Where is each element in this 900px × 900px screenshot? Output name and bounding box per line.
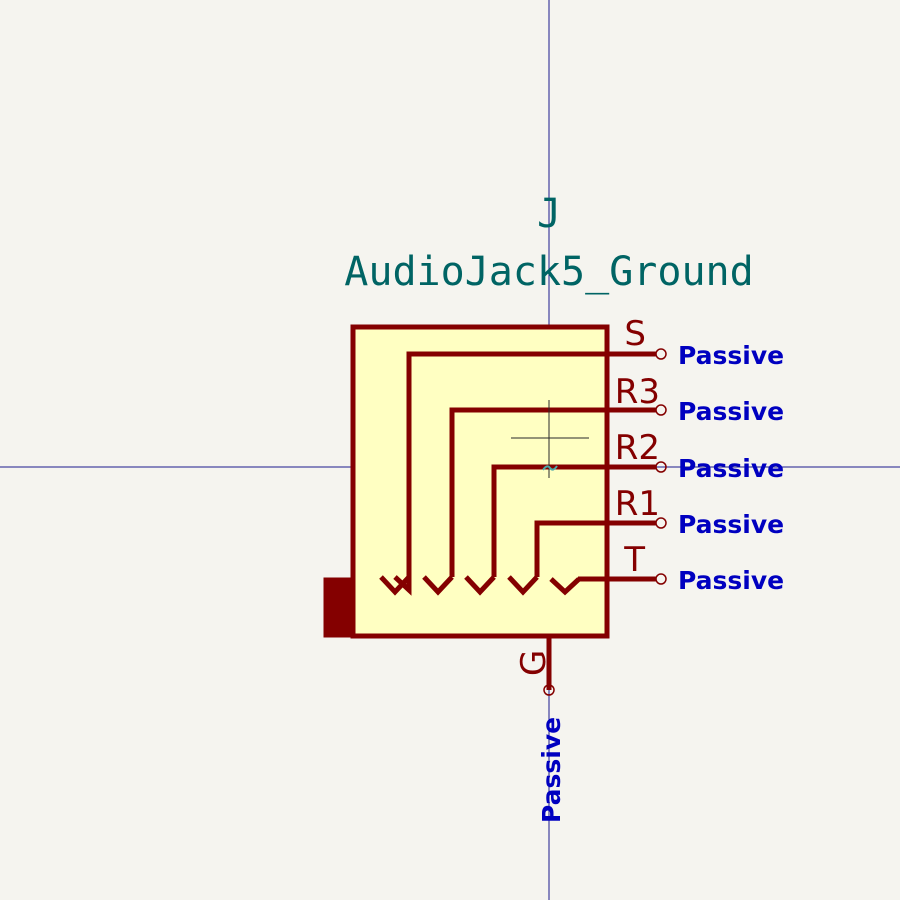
pin-type-g: Passive — [537, 717, 566, 823]
pin-name-r3: R3 — [615, 372, 660, 412]
pin-end-s[interactable] — [655, 348, 667, 360]
contact-r3-tip — [422, 575, 454, 596]
pin-type-s: Passive — [678, 341, 784, 370]
pin-name-r2: R2 — [615, 428, 660, 468]
pin-name-s: S — [624, 314, 646, 354]
jack-symbol[interactable] — [323, 324, 656, 690]
jack-body — [350, 324, 610, 639]
contact-s-tip — [379, 575, 411, 596]
contact-r2 — [491, 464, 656, 577]
pin-type-t: Passive — [678, 566, 784, 595]
pin-name-t: T — [623, 540, 645, 580]
contact-r1 — [534, 520, 656, 577]
pin-type-r2: Passive — [678, 454, 784, 483]
anchor-marker — [511, 400, 589, 478]
pin-type-r3: Passive — [678, 397, 784, 426]
contact-r2-tip — [464, 575, 496, 596]
jack-sleeve-block — [323, 577, 355, 638]
pin-type-r1: Passive — [678, 510, 784, 539]
contact-r3 — [449, 407, 656, 577]
pin-end-r2[interactable] — [655, 461, 667, 473]
pin-name-g: G — [514, 650, 554, 676]
reference-designator[interactable]: J — [537, 191, 561, 237]
pin-end-t[interactable] — [655, 573, 667, 585]
pin-end-r1[interactable] — [655, 517, 667, 529]
symbol-value[interactable]: AudioJack5_Ground — [344, 249, 753, 295]
pin-end-r3[interactable] — [655, 404, 667, 416]
contact-r1-tip — [507, 575, 539, 596]
anchor-tilde — [542, 465, 558, 471]
pin-name-r1: R1 — [615, 484, 660, 524]
pin-end-g[interactable] — [543, 684, 555, 696]
contact-t-tip — [549, 577, 581, 596]
